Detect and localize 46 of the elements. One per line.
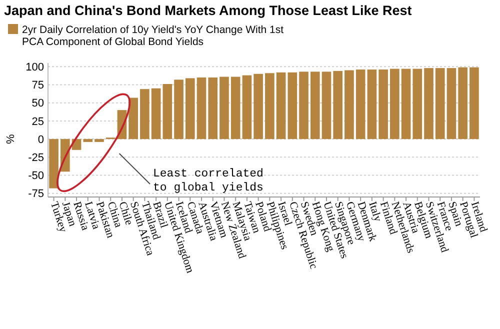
bar: [458, 67, 468, 140]
bar: [49, 139, 58, 188]
chart-title: Japan and China's Bond Markets Among Those Least Like Rest: [4, 3, 412, 18]
bar: [446, 68, 456, 140]
bar: [299, 72, 308, 140]
bar: [333, 70, 343, 140]
bar: [230, 76, 240, 140]
bar: [367, 70, 377, 140]
y-tick-label: 0: [38, 134, 44, 146]
bar: [185, 78, 195, 140]
bar: [322, 72, 332, 140]
y-tick-label: 100: [26, 61, 44, 74]
y-tick-label: -75: [28, 188, 44, 200]
bar: [220, 76, 229, 140]
bar: [344, 70, 354, 140]
annotation: Least correlated to global yields: [153, 168, 264, 195]
bar: [265, 73, 274, 140]
bar: [288, 72, 298, 140]
y-tick-label: -50: [28, 170, 44, 182]
bar: [83, 139, 93, 142]
bar: [196, 77, 206, 140]
bar: [356, 70, 366, 140]
bar: [412, 68, 422, 140]
y-tick-label: 50: [32, 98, 44, 110]
bar: [378, 70, 388, 140]
bar: [151, 88, 161, 140]
bar: [470, 67, 479, 140]
bar: [174, 80, 184, 140]
bar: [162, 84, 172, 140]
bar: [208, 77, 218, 140]
bar: [435, 68, 445, 140]
y-tick-label: 75: [32, 80, 44, 92]
bar: [310, 72, 320, 140]
bar: [94, 139, 104, 142]
bar: [390, 68, 400, 140]
y-tick-label: 25: [32, 116, 44, 128]
bar: [424, 68, 434, 140]
bar: [276, 72, 286, 140]
bar: [254, 74, 263, 140]
y-axis-title: %: [5, 134, 17, 144]
legend-label: 2yr Daily Correlation of 10y Yield's YoY Change With 1st PCA Component of Global Bond Yields: [22, 24, 284, 48]
bar: [128, 98, 138, 140]
bar: [401, 68, 411, 140]
bar: [242, 75, 252, 140]
y-tick-label: -25: [28, 152, 44, 164]
bar: [140, 89, 150, 140]
